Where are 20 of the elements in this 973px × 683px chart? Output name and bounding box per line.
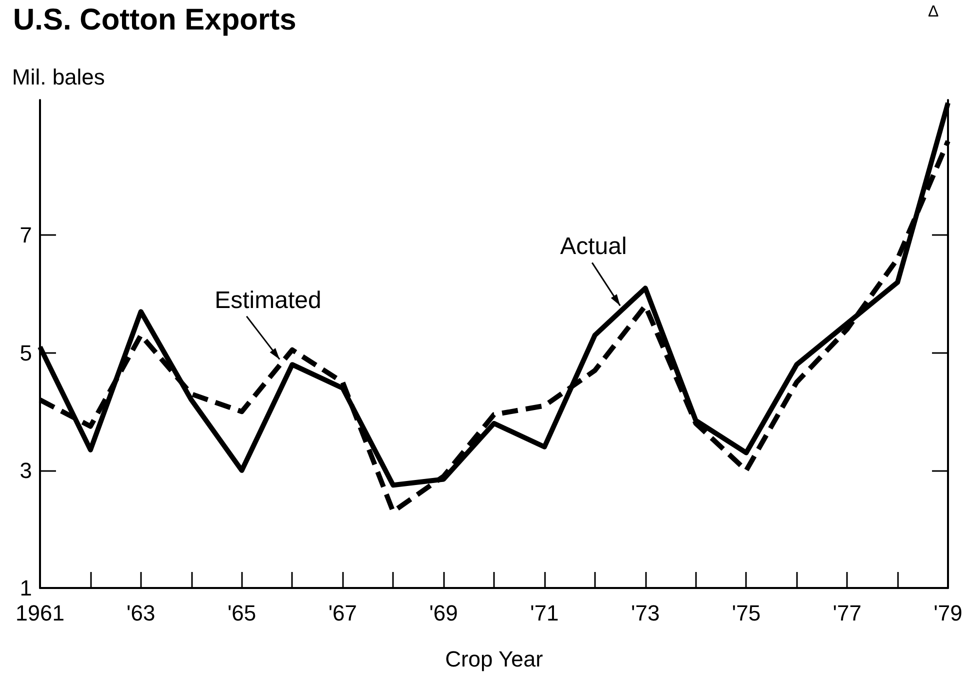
x-tick-label: '75 bbox=[732, 600, 761, 626]
x-tick-label: '71 bbox=[530, 600, 559, 626]
series-label: Estimated bbox=[214, 286, 322, 314]
x-tick-label: 1961 bbox=[16, 600, 64, 626]
y-axis-title: Mil. bales bbox=[12, 64, 105, 90]
x-tick-label: '79 bbox=[934, 600, 962, 626]
chart-title: U.S. Cotton Exports bbox=[13, 4, 296, 36]
text: Δ bbox=[928, 4, 939, 20]
series-label: Actual bbox=[560, 233, 627, 260]
x-tick-label: '67 bbox=[328, 600, 358, 626]
x-axis-title: Crop Year bbox=[445, 646, 543, 672]
y-tick-label: 7 bbox=[20, 222, 32, 248]
y-tick-label: 5 bbox=[20, 340, 32, 366]
x-tick-label: '63 bbox=[126, 600, 156, 626]
y-tick-label: 1 bbox=[20, 576, 32, 600]
x-tick-label: '77 bbox=[832, 600, 862, 626]
x-tick-label: '65 bbox=[227, 600, 256, 626]
y-tick-label: 3 bbox=[20, 458, 32, 483]
x-tick-label: '69 bbox=[429, 600, 458, 626]
x-tick-label: '73 bbox=[630, 600, 660, 626]
